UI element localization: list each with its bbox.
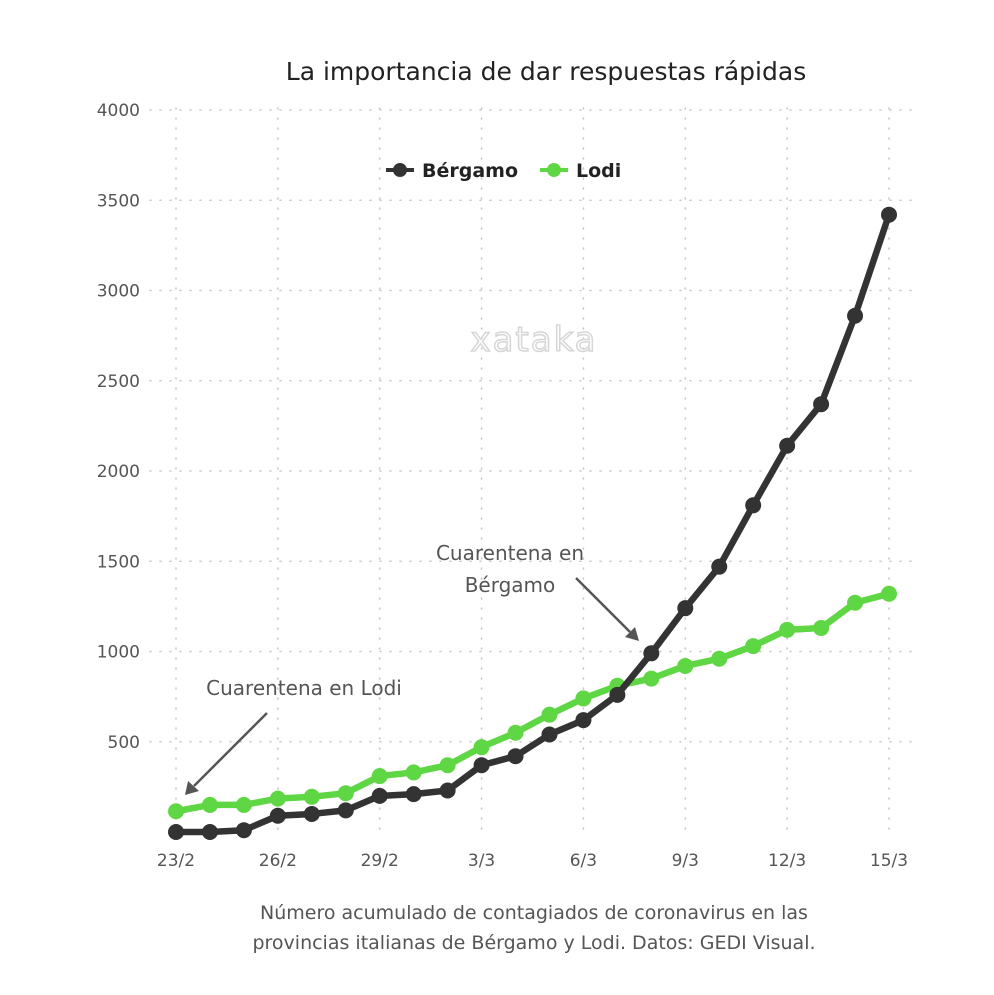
data-point — [269, 807, 286, 824]
caption-line: provincias italianas de Bérgamo y Lodi. … — [252, 932, 815, 954]
legend-marker — [547, 163, 561, 177]
data-point — [813, 396, 830, 413]
data-point — [371, 787, 388, 804]
x-tick-label: 29/2 — [361, 851, 399, 871]
legend-marker — [393, 163, 407, 177]
data-point — [881, 206, 897, 223]
y-tick-label: 3500 — [97, 191, 140, 211]
x-tick-label: 15/3 — [870, 851, 908, 871]
annotation-lodi: Cuarentena en Lodi — [185, 676, 402, 795]
x-tick-label: 3/3 — [468, 851, 495, 871]
data-point — [609, 686, 626, 703]
y-tick-label: 1000 — [97, 643, 140, 663]
series-line — [172, 590, 893, 815]
data-point — [371, 768, 388, 785]
data-point — [881, 585, 897, 602]
data-point — [303, 788, 320, 805]
data-point — [303, 805, 320, 822]
data-point — [711, 558, 728, 575]
legend-label: Lodi — [576, 160, 621, 182]
series-bergamo — [168, 206, 897, 840]
y-axis-ticks: 500 1000 1500 2000 2500 3000 3500 4000 — [97, 101, 140, 753]
data-point — [847, 307, 864, 324]
y-tick-label: 2500 — [97, 372, 140, 392]
data-point — [779, 621, 796, 638]
data-point — [677, 657, 694, 674]
legend-item-bergamo: Bérgamo — [386, 160, 518, 182]
data-point — [575, 690, 592, 707]
series-lodi — [168, 585, 897, 820]
x-tick-label: 23/2 — [157, 851, 195, 871]
data-point — [337, 785, 354, 802]
data-point — [643, 670, 660, 687]
y-tick-label: 500 — [108, 733, 140, 753]
series — [168, 206, 897, 840]
data-point — [201, 824, 218, 840]
annotation-arrow-head — [185, 781, 199, 795]
data-point — [711, 650, 728, 667]
data-point — [473, 757, 490, 774]
data-point — [235, 822, 252, 839]
data-point — [541, 726, 558, 743]
x-axis-ticks: 23/2 26/2 29/2 3/3 6/3 9/3 12/3 15/3 — [157, 851, 908, 871]
caption: Número acumulado de contagiados de coron… — [252, 902, 815, 954]
data-point — [643, 645, 660, 662]
data-point — [201, 796, 218, 813]
x-tick-label: 9/3 — [672, 851, 699, 871]
data-point — [473, 739, 490, 756]
data-point — [235, 796, 252, 813]
y-tick-label: 3000 — [97, 282, 140, 302]
data-point — [541, 706, 558, 723]
data-point — [405, 764, 422, 781]
annotation-arrow-shaft — [193, 712, 268, 787]
x-tick-label: 26/2 — [259, 851, 297, 871]
annotation-text: Cuarentena en Lodi — [206, 676, 402, 700]
data-point — [745, 638, 762, 655]
annotations: Cuarentena en Lodi Cuarentena en Bérgamo — [185, 541, 639, 795]
grid — [149, 107, 913, 839]
legend-item-lodi: Lodi — [540, 160, 621, 182]
data-point — [507, 724, 524, 741]
y-tick-label: 4000 — [97, 101, 140, 121]
watermark-logo: xataka — [470, 320, 597, 360]
annotation-text: Bérgamo — [465, 573, 556, 597]
x-tick-label: 6/3 — [570, 851, 597, 871]
series-line — [172, 211, 893, 836]
data-point — [575, 712, 592, 729]
data-point — [269, 790, 286, 807]
legend: Bérgamo Lodi — [386, 160, 621, 182]
y-tick-label: 1500 — [97, 552, 140, 572]
data-point — [168, 803, 184, 820]
data-point — [337, 802, 354, 819]
annotation-bergamo: Cuarentena en Bérgamo — [436, 541, 639, 641]
data-point — [439, 757, 456, 774]
data-point — [813, 620, 830, 637]
data-point — [677, 600, 694, 617]
data-point — [745, 497, 762, 514]
data-point — [168, 824, 184, 840]
data-point — [779, 437, 796, 454]
data-point — [847, 594, 864, 611]
data-point — [439, 782, 456, 799]
data-point — [507, 748, 524, 765]
annotation-text: Cuarentena en — [436, 541, 584, 565]
annotation-arrow-shaft — [575, 577, 631, 633]
x-tick-label: 12/3 — [768, 851, 806, 871]
chart-title: La importancia de dar respuestas rápidas — [286, 57, 806, 86]
y-tick-label: 2000 — [97, 462, 140, 482]
data-point — [405, 786, 422, 803]
annotation-arrow-head — [625, 627, 639, 641]
legend-label: Bérgamo — [422, 160, 518, 182]
caption-line: Número acumulado de contagiados de coron… — [260, 902, 808, 924]
